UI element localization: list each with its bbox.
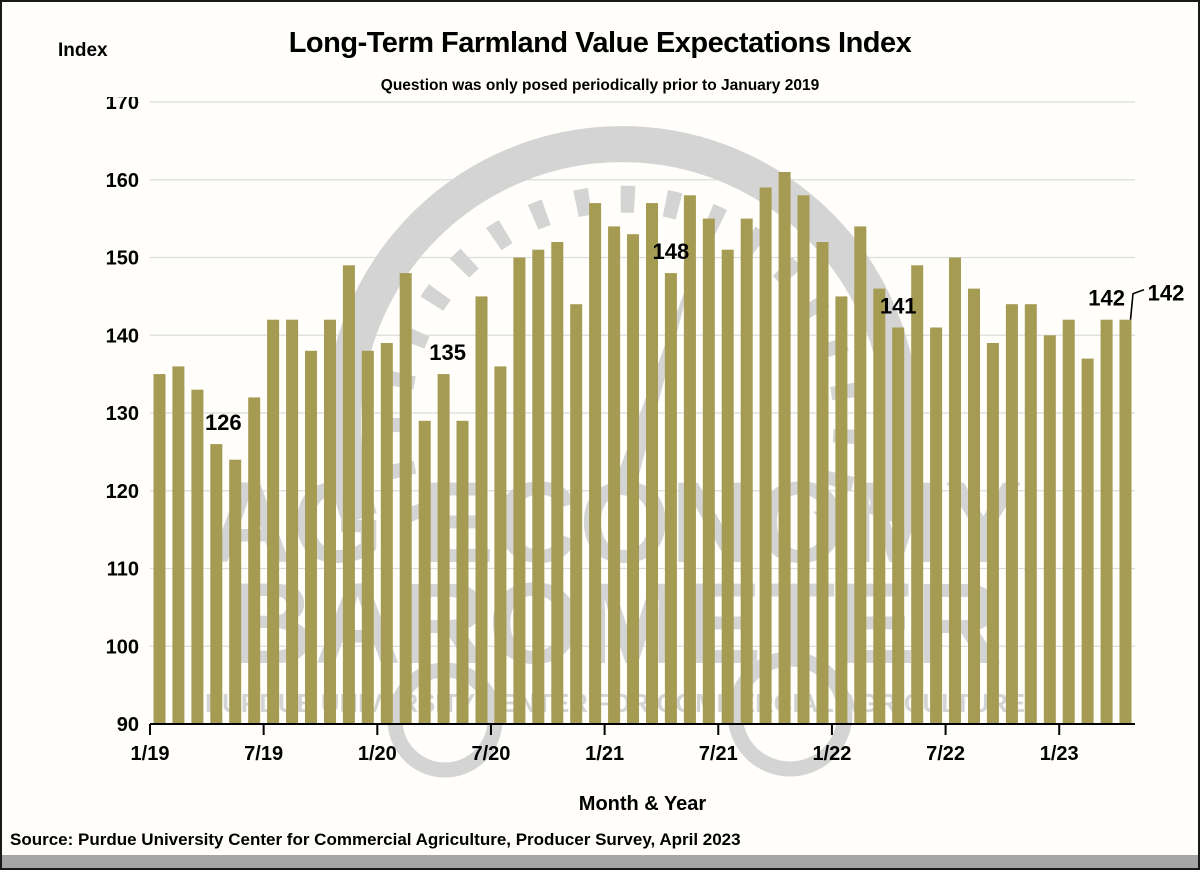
chart-title: Long-Term Farmland Value Expectations In… (288, 27, 912, 59)
data-label: 126 (205, 410, 242, 435)
y-axis-title: Index (58, 40, 108, 61)
bar (342, 265, 355, 724)
bar (854, 226, 867, 724)
x-axis-title: Month & Year (578, 793, 707, 815)
bar-chart-plot-area: AG ECONOMYBAROMETERPURDUE UNIVERSITY CEN… (2, 92, 1198, 787)
bar (816, 242, 829, 724)
data-label: 148 (653, 239, 690, 264)
y-tick-label: 130 (106, 403, 139, 425)
x-axis (149, 723, 1135, 735)
bar (437, 374, 450, 724)
bar (646, 203, 658, 725)
bar (1024, 304, 1037, 725)
bar (399, 273, 412, 724)
bar (361, 350, 374, 724)
bar (1062, 319, 1075, 724)
bar (532, 249, 545, 724)
bar (324, 319, 336, 724)
bar (949, 257, 961, 724)
x-tick-label: 7/20 (471, 743, 510, 765)
y-tick-labels: 170 160 150 140 130 120 110 100 90 (106, 92, 139, 736)
bars (153, 172, 1132, 725)
bar (305, 350, 317, 724)
bottom-scrollbar-strip (2, 855, 1198, 868)
bar (513, 257, 526, 724)
chart-subtitle: Question was only posed periodically pri… (380, 77, 820, 94)
data-label: 135 (429, 340, 466, 365)
y-tick-label: 120 (106, 481, 139, 503)
bar (286, 319, 299, 724)
data-label: 142 (1088, 286, 1125, 311)
bar (191, 389, 204, 724)
bar (475, 296, 488, 724)
bar (229, 459, 242, 724)
bar (930, 327, 943, 724)
bar (172, 366, 185, 724)
bar (418, 420, 431, 724)
x-tick-labels: 1/19 7/19 1/20 7/20 1/21 7/21 1/22 7/22 1/23 (131, 743, 1079, 765)
x-tick-label: 7/21 (699, 743, 738, 765)
bar (873, 288, 886, 724)
bar (1005, 304, 1018, 725)
bar (248, 397, 261, 724)
bar (911, 265, 924, 724)
bar (664, 273, 677, 724)
bar (456, 420, 469, 724)
bar (570, 304, 583, 725)
bar (551, 242, 564, 724)
bar (380, 343, 393, 724)
bar (1100, 319, 1113, 724)
bar (153, 374, 166, 724)
data-label: 141 (880, 294, 917, 319)
bar (986, 343, 999, 724)
bar (835, 296, 848, 724)
bar (210, 444, 223, 724)
bar (1043, 335, 1056, 725)
y-tick-label: 100 (106, 636, 139, 658)
x-tick-label: 7/19 (244, 743, 283, 765)
bar (797, 195, 810, 725)
bar (589, 203, 602, 725)
bar (721, 249, 734, 724)
y-tick-label: 150 (106, 248, 139, 270)
y-tick-label: 110 (107, 559, 139, 581)
y-tick-label: 160 (106, 170, 139, 192)
x-tick-label: 1/19 (131, 743, 170, 765)
x-tick-label: 1/21 (585, 743, 624, 765)
bar (1119, 319, 1132, 724)
bar (759, 187, 772, 724)
callout-leader-line (1129, 288, 1145, 320)
bar (892, 327, 905, 724)
bar (683, 195, 696, 725)
bar (627, 234, 639, 724)
x-tick-label: 1/22 (812, 743, 851, 765)
y-tick-label: 170 (106, 97, 139, 114)
data-labels: 126 135 148 141 142 142 (205, 239, 1184, 435)
y-tick-label: 90 (117, 714, 139, 736)
source-attribution: Source: Purdue University Center for Com… (10, 830, 741, 849)
x-tick-label: 1/23 (1040, 743, 1079, 765)
y-tick-label: 140 (106, 325, 139, 347)
bar (1081, 358, 1094, 724)
bar (968, 288, 980, 724)
bar (778, 172, 791, 724)
bar (267, 319, 280, 724)
bar (608, 226, 621, 724)
x-tick-label: 1/20 (358, 743, 397, 765)
data-label-callout: 142 (1148, 281, 1185, 306)
bar (740, 218, 753, 724)
x-tick-label: 7/22 (926, 743, 965, 765)
bar (494, 366, 507, 724)
bar (702, 218, 715, 724)
